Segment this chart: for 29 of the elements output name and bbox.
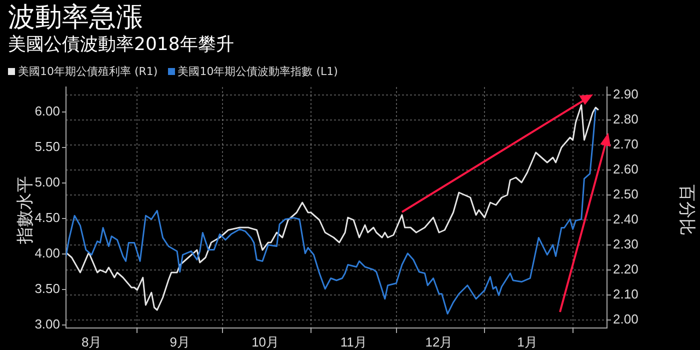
y-tick-label: 5.00 bbox=[34, 174, 60, 190]
y-tick-label: 4.00 bbox=[34, 246, 60, 261]
y-tick-label: 4.50 bbox=[34, 210, 60, 226]
y2-tick-label: 2.00 bbox=[613, 312, 638, 327]
y2-tick-label: 2.50 bbox=[613, 186, 638, 202]
y2-tick-label: 2.10 bbox=[613, 286, 638, 302]
y-axis-title: 指數水平 bbox=[14, 176, 36, 244]
y2-tick-label: 2.20 bbox=[613, 262, 638, 277]
x-tick-label: 12月 bbox=[425, 334, 453, 350]
chart-title: 波動率急漲 bbox=[8, 2, 143, 34]
y-tick-label: 3.50 bbox=[34, 281, 60, 296]
y2-axis-title: 百分比 bbox=[676, 184, 698, 236]
y2-tick-label: 2.40 bbox=[613, 212, 638, 227]
y-tick-label: 5.50 bbox=[34, 139, 60, 154]
legend-label: 美國10年期公債殖利率 (R1) bbox=[17, 65, 158, 79]
x-tick-label: 9月 bbox=[170, 334, 190, 350]
y-tick-label: 6.00 bbox=[34, 103, 60, 118]
y2-tick-label: 2.60 bbox=[613, 162, 638, 177]
y2-tick-label: 2.30 bbox=[613, 236, 638, 252]
y-tick-label: 3.00 bbox=[34, 316, 60, 332]
x-tick-label: 10月 bbox=[252, 334, 280, 350]
chart-subtitle: 美國公債波動率2018年攀升 bbox=[8, 34, 234, 56]
y2-tick-label: 2.90 bbox=[613, 86, 638, 102]
x-tick-label: 11月 bbox=[340, 334, 367, 350]
x-tick-label: 8月 bbox=[82, 334, 102, 350]
legend-label: 美國10年期公債波動率指數 (L1) bbox=[176, 65, 338, 79]
y2-tick-label: 2.80 bbox=[613, 112, 638, 127]
y2-tick-label: 2.70 bbox=[613, 136, 638, 152]
x-tick-label: 1月 bbox=[517, 334, 538, 350]
